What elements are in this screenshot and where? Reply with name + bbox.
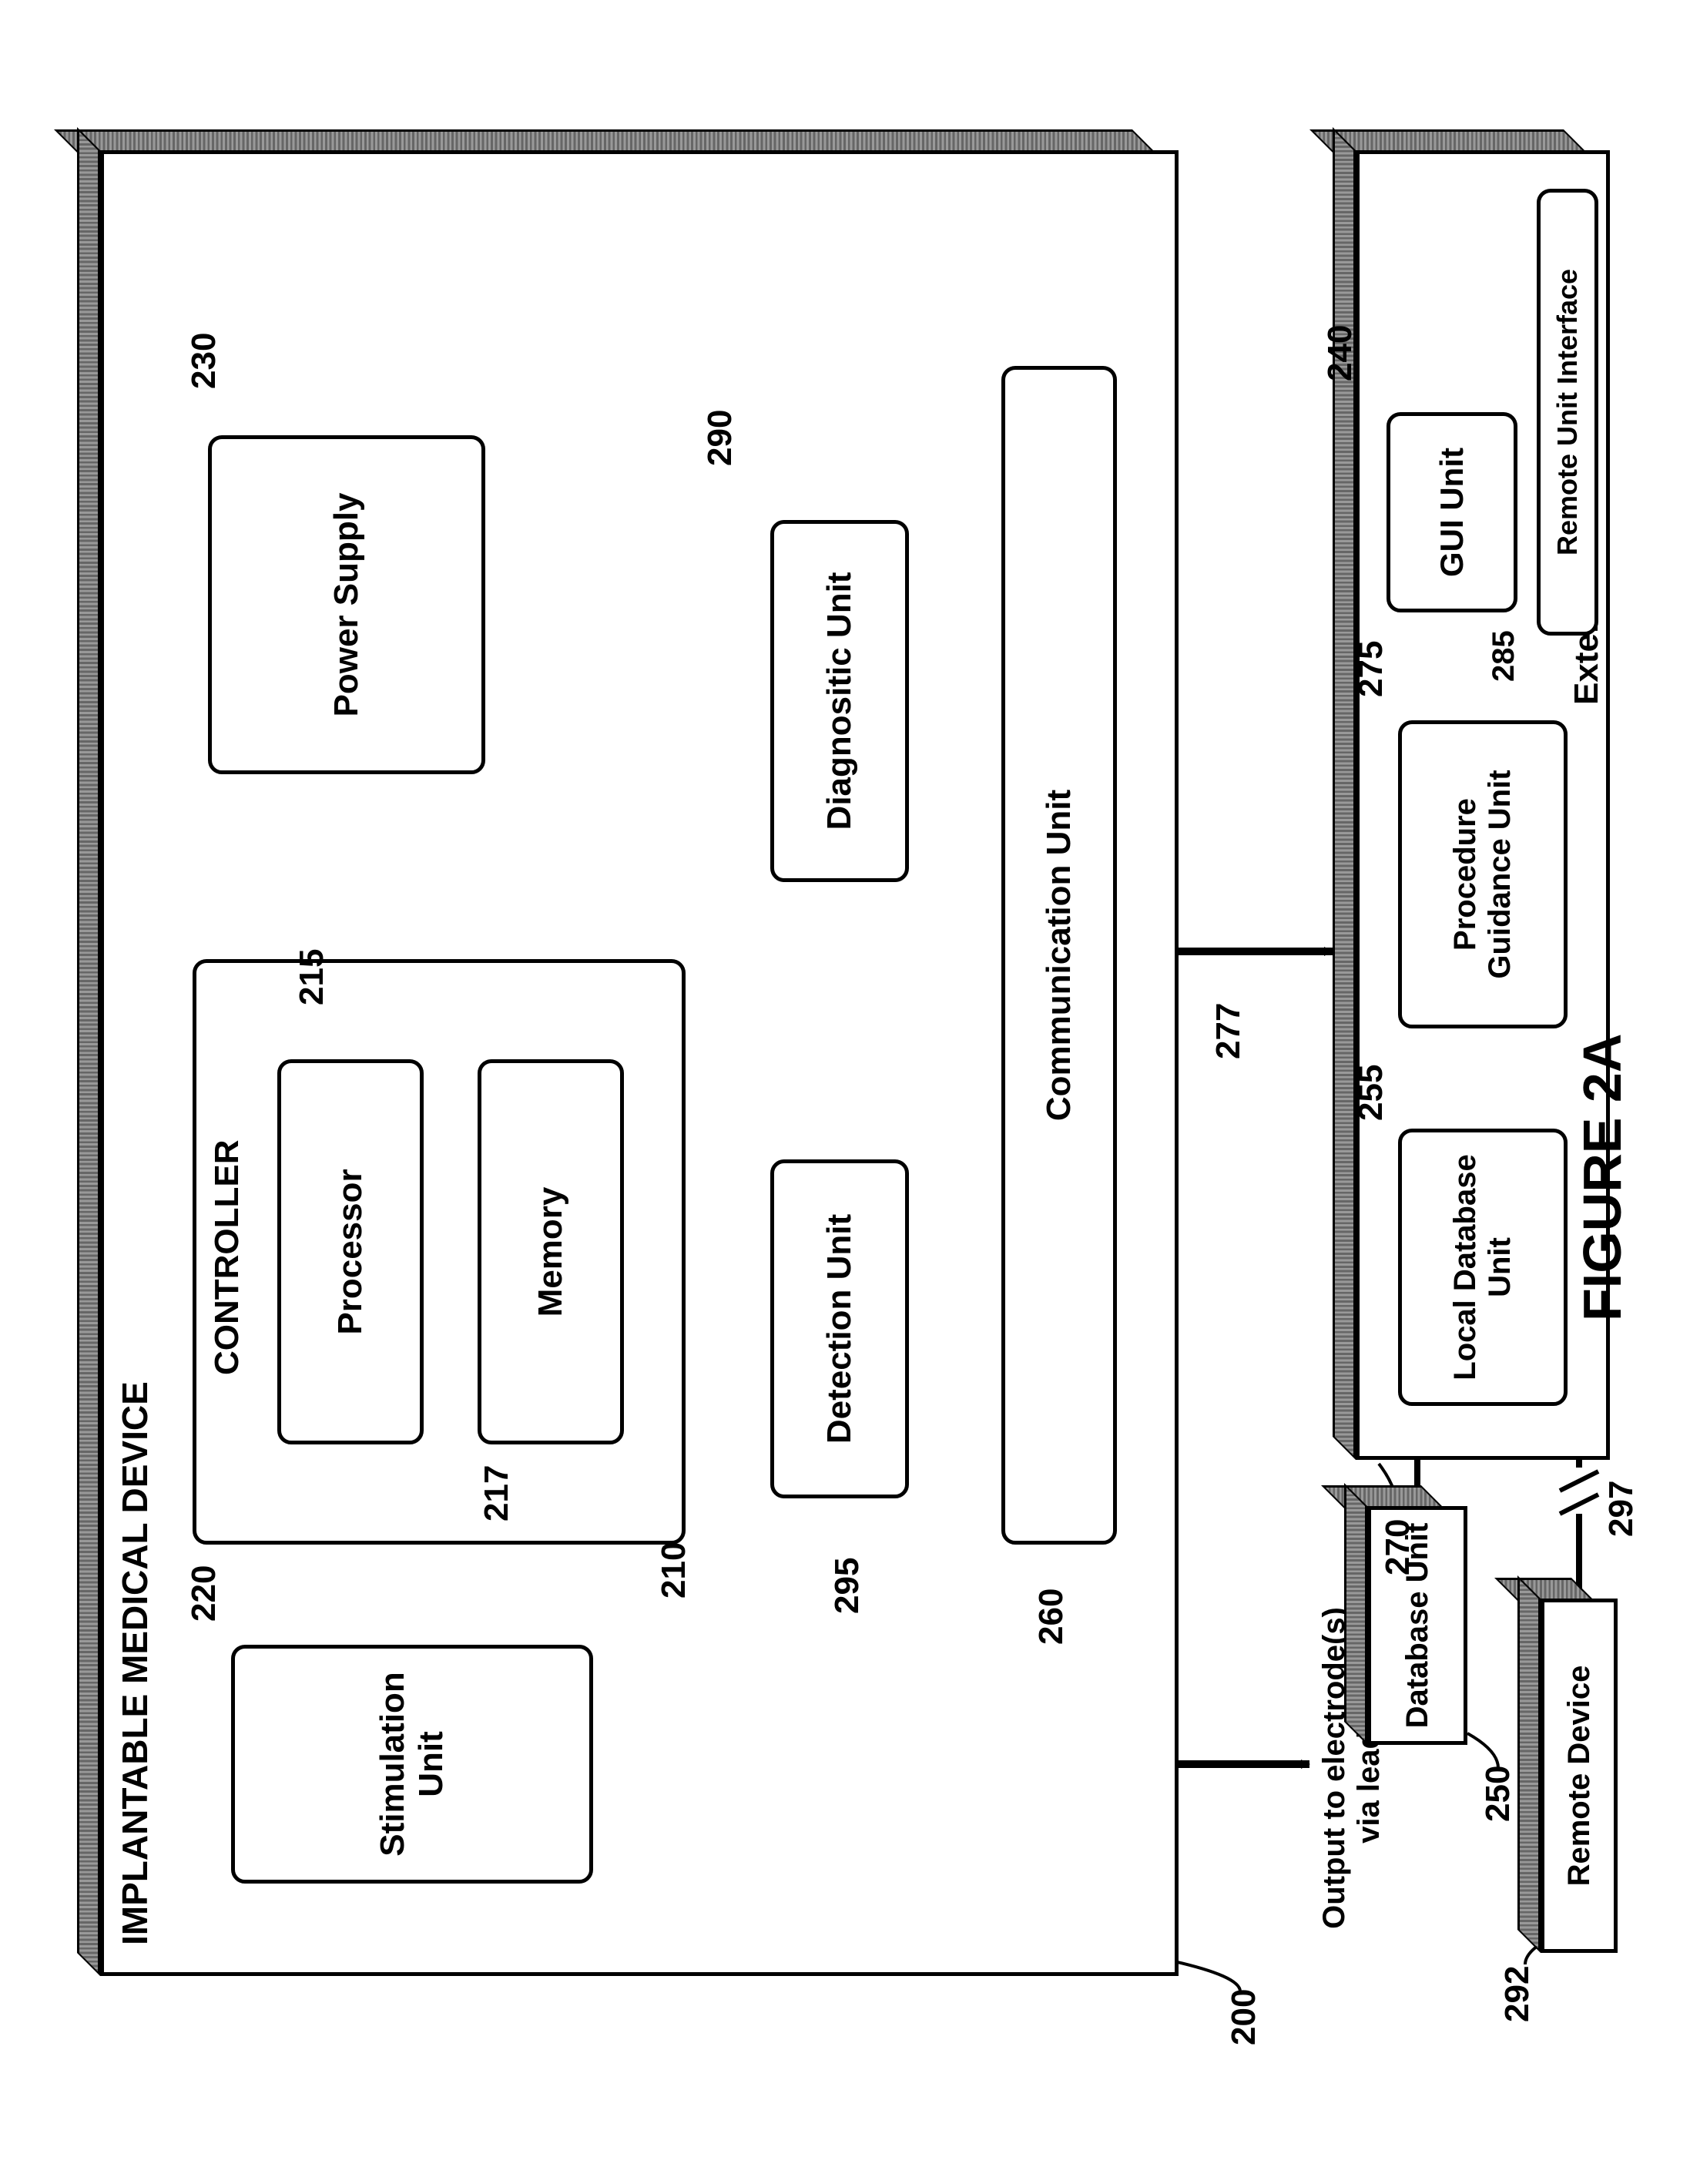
ref-260: 260 xyxy=(1032,1589,1071,1645)
power-supply-box: Power Supply xyxy=(208,435,485,774)
ref-277: 277 xyxy=(1209,1003,1248,1059)
ref-285: 285 xyxy=(1487,630,1521,682)
ref-230: 230 xyxy=(185,333,223,389)
ref-217: 217 xyxy=(478,1465,516,1521)
controller-title: CONTROLLER xyxy=(208,1139,246,1375)
ref-290: 290 xyxy=(701,410,739,466)
processor-box: Processor xyxy=(277,1059,424,1444)
ref-270: 270 xyxy=(1379,1519,1417,1575)
ref-292: 292 xyxy=(1498,1966,1537,2022)
ref-297: 297 xyxy=(1602,1481,1641,1537)
detection-unit-box: Detection Unit xyxy=(770,1159,909,1498)
stimulation-unit: Stimulation Unit xyxy=(231,1645,593,1884)
figure-caption: FIGURE 2A xyxy=(1571,1034,1633,1321)
ref-200: 200 xyxy=(1225,1989,1263,2045)
ref-255: 255 xyxy=(1352,1065,1390,1121)
communication-unit-box: Communication Unit xyxy=(1001,366,1117,1545)
remote-iface-box: Remote Unit Interface xyxy=(1537,189,1598,636)
memory-box: Memory xyxy=(478,1059,624,1444)
diagnostic-unit-box: Diagnositic Unit xyxy=(770,520,909,882)
remote-device-3d: Remote Device xyxy=(1541,1599,1618,1953)
local-db-box: Local Database Unit xyxy=(1398,1129,1568,1406)
imd-title: IMPLANTABLE MEDICAL DEVICE xyxy=(114,1381,156,1945)
ref-215: 215 xyxy=(293,949,331,1005)
ref-295: 295 xyxy=(828,1558,867,1614)
gui-unit-box: GUI Unit xyxy=(1387,412,1517,612)
ref-250: 250 xyxy=(1479,1766,1517,1822)
remote-device: Remote Device xyxy=(1541,1599,1618,1953)
ref-240: 240 xyxy=(1321,325,1360,381)
proc-guidance-box: Procedure Guidance Unit xyxy=(1398,720,1568,1028)
ref-220: 220 xyxy=(185,1565,223,1622)
ref-210: 210 xyxy=(655,1542,693,1599)
ref-275: 275 xyxy=(1352,641,1390,697)
